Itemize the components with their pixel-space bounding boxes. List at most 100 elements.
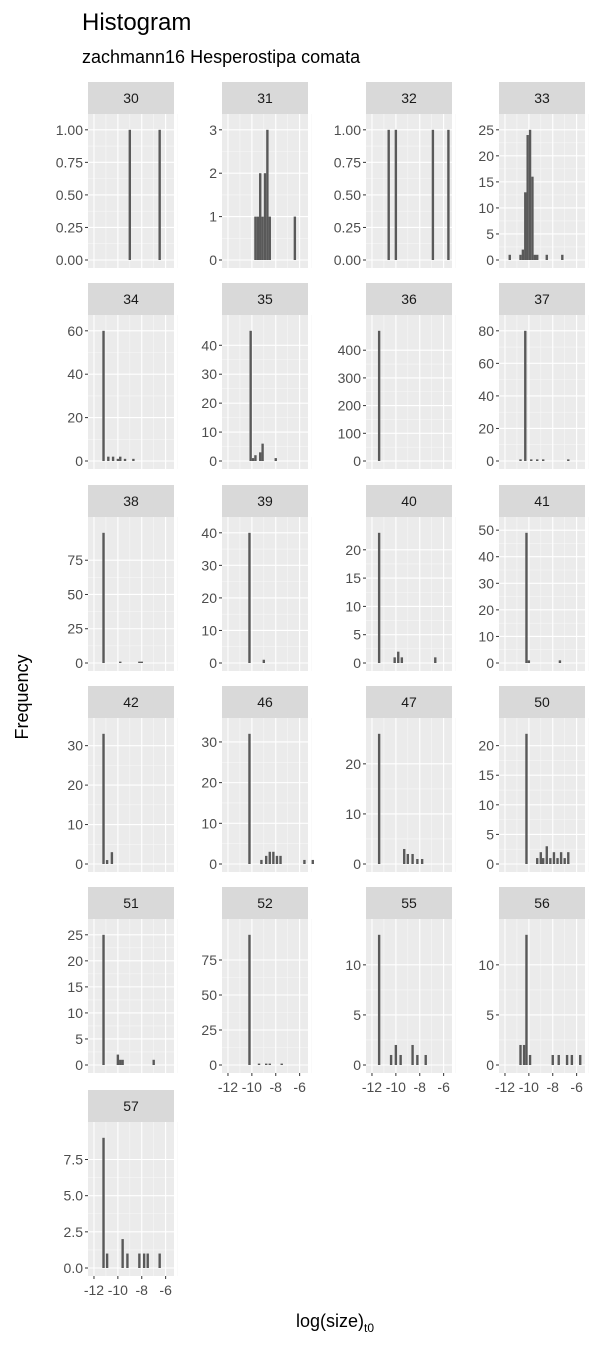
y-tick-label: 10 [201, 424, 217, 440]
y-axis-title: Frequency [12, 654, 32, 739]
histogram-bar [377, 532, 381, 663]
facet-panel-55: 55 0 5 10 -12 -10 -8 -6 [345, 887, 456, 1095]
histogram-bar [377, 330, 381, 461]
y-tick-label: 20 [345, 542, 361, 558]
histogram-bar [261, 216, 264, 260]
facet-label: 37 [534, 291, 550, 307]
histogram-bar [105, 1253, 109, 1268]
facet-panel-35: 35 0 10 20 30 40 [201, 283, 312, 469]
histogram-bar [403, 848, 406, 864]
panel-background [499, 315, 585, 469]
y-tick-label: 10 [345, 598, 361, 614]
y-tick-label: 20 [478, 602, 494, 618]
y-tick-label: 5 [486, 226, 494, 242]
histogram-bar [526, 135, 529, 260]
y-tick-label: 10 [345, 806, 361, 822]
y-tick-label: 20 [67, 410, 83, 426]
y-tick-label: 30 [478, 575, 494, 591]
y-tick-label: 0.0 [64, 1260, 84, 1276]
histogram-bar [522, 1044, 526, 1065]
x-tick-label: -8 [547, 1079, 560, 1095]
y-tick-label: 10 [201, 815, 217, 831]
panel-background [88, 1122, 174, 1276]
panel-background [222, 919, 308, 1073]
histogram-bar [119, 456, 122, 461]
histogram-bar [551, 1054, 554, 1065]
facet-strip [88, 82, 174, 114]
y-tick-label: 0 [486, 856, 494, 872]
histogram-bar [406, 853, 409, 864]
y-tick-label: 10 [67, 1005, 83, 1021]
histogram-bar [399, 1054, 402, 1065]
y-tick-label: 60 [478, 355, 494, 371]
histogram-bar [528, 1054, 532, 1065]
facet-label: 46 [257, 694, 273, 710]
y-tick-label: 2 [209, 165, 217, 181]
histogram-bar [248, 532, 251, 663]
y-tick-label: 15 [345, 570, 361, 586]
y-tick-label: 25 [201, 1022, 217, 1038]
y-tick-label: 3 [209, 122, 217, 138]
histogram-bar [519, 1044, 522, 1065]
y-tick-label: 75 [67, 552, 83, 568]
histogram-bar [542, 858, 545, 864]
facet-panel-56: 56 0 5 10 -12 -10 -8 -6 [478, 887, 589, 1095]
y-tick-label: 0.75 [56, 154, 83, 170]
histogram-bar [121, 1239, 124, 1268]
y-tick-label: 5 [486, 1007, 494, 1023]
y-tick-label: 0 [75, 856, 83, 872]
y-tick-label: 400 [338, 342, 362, 358]
facet-label: 34 [123, 291, 139, 307]
panel-background [222, 718, 308, 872]
histogram-bar [102, 733, 105, 864]
facet-label: 57 [123, 1098, 139, 1114]
y-tick-label: 20 [345, 756, 361, 772]
y-tick-label: 50 [478, 522, 494, 538]
histogram-bar [268, 1063, 271, 1065]
y-tick-label: 15 [478, 174, 494, 190]
histogram-bar [542, 459, 545, 461]
y-tick-label: 30 [201, 557, 217, 573]
facet-strip [499, 82, 585, 114]
facet-label: 50 [534, 694, 550, 710]
chart-title: Histogram [82, 9, 191, 36]
facet-label: 42 [123, 694, 139, 710]
histogram-bar [268, 851, 271, 864]
histogram-bar [158, 1253, 161, 1268]
facet-panel-57: 57 0.0 2.5 5.0 7.5 -12 -10 -8 -6 [64, 1090, 178, 1298]
histogram-bar [121, 1059, 124, 1065]
histogram-bar [254, 216, 257, 260]
facet-label: 40 [401, 493, 417, 509]
histogram-bar [525, 733, 528, 864]
y-tick-label: 10 [478, 957, 494, 973]
facet-strip [366, 686, 452, 718]
y-tick-label: 0.25 [56, 219, 83, 235]
facet-panel-41: 41 0 10 20 30 40 50 [478, 485, 589, 671]
histogram-bar [249, 330, 252, 461]
y-tick-label: 0 [209, 655, 217, 671]
histogram-bar [126, 1253, 129, 1268]
histogram-bar [400, 657, 404, 663]
y-tick-label: 10 [478, 797, 494, 813]
x-tick-label: -12 [495, 1079, 515, 1095]
histogram-bar [519, 459, 522, 461]
histogram-bar [525, 934, 528, 1065]
panel-background [499, 114, 585, 268]
facet-label: 47 [401, 694, 417, 710]
facet-label: 38 [123, 493, 139, 509]
y-tick-label: 50 [67, 586, 83, 602]
facet-label: 36 [401, 291, 417, 307]
facet-panel-31: 31 0 1 2 3 [209, 82, 312, 268]
histogram-bar [527, 660, 531, 663]
histogram-bar [279, 855, 282, 864]
facet-strip [499, 485, 585, 517]
y-tick-label: 7.5 [64, 1152, 84, 1168]
panel-background [499, 718, 585, 872]
facet-strip [499, 686, 585, 718]
histogram-bar [508, 254, 511, 260]
facet-panel-46: 46 0 10 20 30 [201, 686, 314, 872]
y-tick-label: 0 [353, 1057, 361, 1073]
x-tick-label: -12 [362, 1079, 382, 1095]
facet-panel-50: 50 0 5 10 15 20 [478, 686, 589, 872]
